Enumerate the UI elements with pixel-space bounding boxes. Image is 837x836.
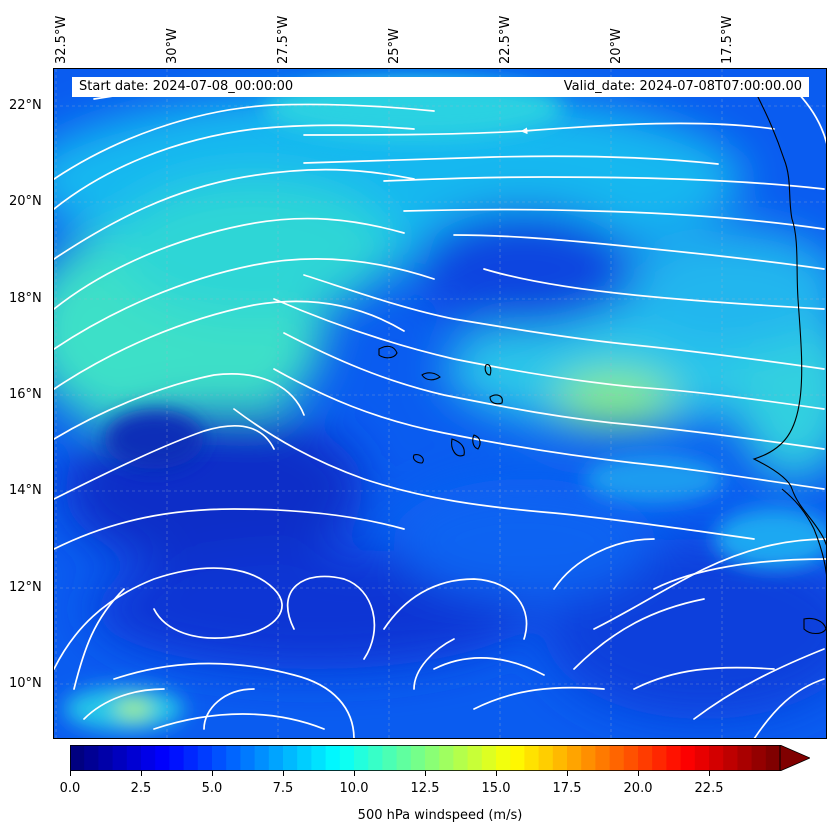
colorbar-tick-mark [709,771,710,776]
valid-date-label: Valid_date: 2024-07-08T07:00:00.00 [563,79,802,94]
colorbar-cell [98,745,114,771]
colorbar-cell [467,745,483,771]
colorbar-cell [552,745,568,771]
colorbar-cell [680,745,696,771]
colorbar-cell [212,745,227,771]
streamlines [54,86,826,738]
wind-map: Start date: 2024-07-08_00:00:00 Valid_da… [53,68,827,739]
colorbar-tick-label: 10.0 [339,781,369,796]
lon-label: 17.5°W [720,15,735,64]
lat-label: 18°N [9,291,42,306]
lon-label: 32.5°W [54,15,69,64]
colorbar-cell [595,745,611,771]
colorbar-cell [410,745,426,771]
colorbar-cell [496,745,511,771]
colorbar-cell [425,745,440,771]
colorbar-cell [226,745,241,771]
colorbar-tick-label: 2.5 [130,781,152,796]
colorbar-tick-label: 15.0 [481,781,511,796]
colorbar-tick-label: 12.5 [410,781,440,796]
colorbar-cell [325,745,341,771]
colorbar-cell [112,745,128,771]
colorbar-cell [339,745,355,771]
colorbar-tick-mark [425,771,426,776]
windspeed-field [54,69,826,738]
lon-label: 20°W [609,28,624,64]
lat-label: 12°N [9,580,42,595]
colorbar-tick-mark [567,771,568,776]
colorbar-cell [538,745,554,771]
colorbar-tick-mark [354,771,355,776]
colorbar-cell [126,745,142,771]
colorbar-cell [283,745,298,771]
colorbar-tick-label: 0.0 [59,781,81,796]
colorbar-cell [382,745,398,771]
colorbar-cell [567,745,582,771]
colorbar-cell [84,745,99,771]
colorbar-cell [354,745,369,771]
colorbar-cell [155,745,170,771]
colorbar-title: 500 hPa windspeed (m/s) [357,808,523,823]
colorbar-cell [197,745,213,771]
colorbar-cell [297,745,312,771]
colorbar-cell [396,745,412,771]
colorbar-cell [638,745,653,771]
colorbar-tick-label: 22.5 [694,781,724,796]
lat-label: 14°N [9,483,42,498]
colorbar-cell [311,745,327,771]
colorbar-tick-label: 17.5 [552,781,582,796]
colorbar-cell [510,745,525,771]
colorbar-cell [70,745,85,771]
colorbar-cell [581,745,596,771]
colorbar-cell [723,745,738,771]
colorbar-tick-label: 5.0 [201,781,223,796]
colorbar-cell [240,745,256,771]
lat-label: 10°N [9,676,42,691]
colorbar-tick-label: 7.5 [272,781,294,796]
colorbar-extend-arrow [779,745,810,771]
colorbar-cell [694,745,710,771]
colorbar-tick-mark [141,771,142,776]
colorbar-cell [524,745,540,771]
lon-label: 22.5°W [498,15,513,64]
colorbar-cell [439,745,454,771]
colorbar-tick-mark [496,771,497,776]
lat-label: 22°N [9,98,42,113]
gridlines [54,69,826,738]
colorbar-cell [368,745,383,771]
lon-label: 27.5°W [276,15,291,64]
start-date-label: Start date: 2024-07-08_00:00:00 [79,79,294,94]
colorbar-cell [623,745,639,771]
colorbar-tick-mark [212,771,213,776]
colorbar-cell [481,745,497,771]
colorbar-cell [751,745,767,771]
colorbar-tick-label: 20.0 [623,781,653,796]
colorbar-cell [141,745,156,771]
colorbar-cell [268,745,284,771]
colorbar-tick-mark [638,771,639,776]
coastlines [378,88,826,635]
lat-label: 16°N [9,387,42,402]
colorbar-cell [737,745,753,771]
colorbar-tick-mark [70,771,71,776]
lon-label: 25°W [387,28,402,64]
lon-label: 30°W [165,28,180,64]
colorbar-cell [765,745,781,771]
colorbar-cell [183,745,199,771]
wind-map-canvas [54,69,826,738]
lat-label: 20°N [9,194,42,209]
colorbar-cell [652,745,667,771]
windspeed-colorbar [70,745,810,771]
date-info-bar: Start date: 2024-07-08_00:00:00 Valid_da… [72,77,809,97]
colorbar-cell [453,745,469,771]
colorbar-cell [609,745,625,771]
colorbar-cell [169,745,185,771]
colorbar-outline [70,745,781,771]
colorbar-cell [666,745,682,771]
colorbar-tick-mark [283,771,284,776]
colorbar-cell [709,745,724,771]
colorbar-cell [254,745,270,771]
